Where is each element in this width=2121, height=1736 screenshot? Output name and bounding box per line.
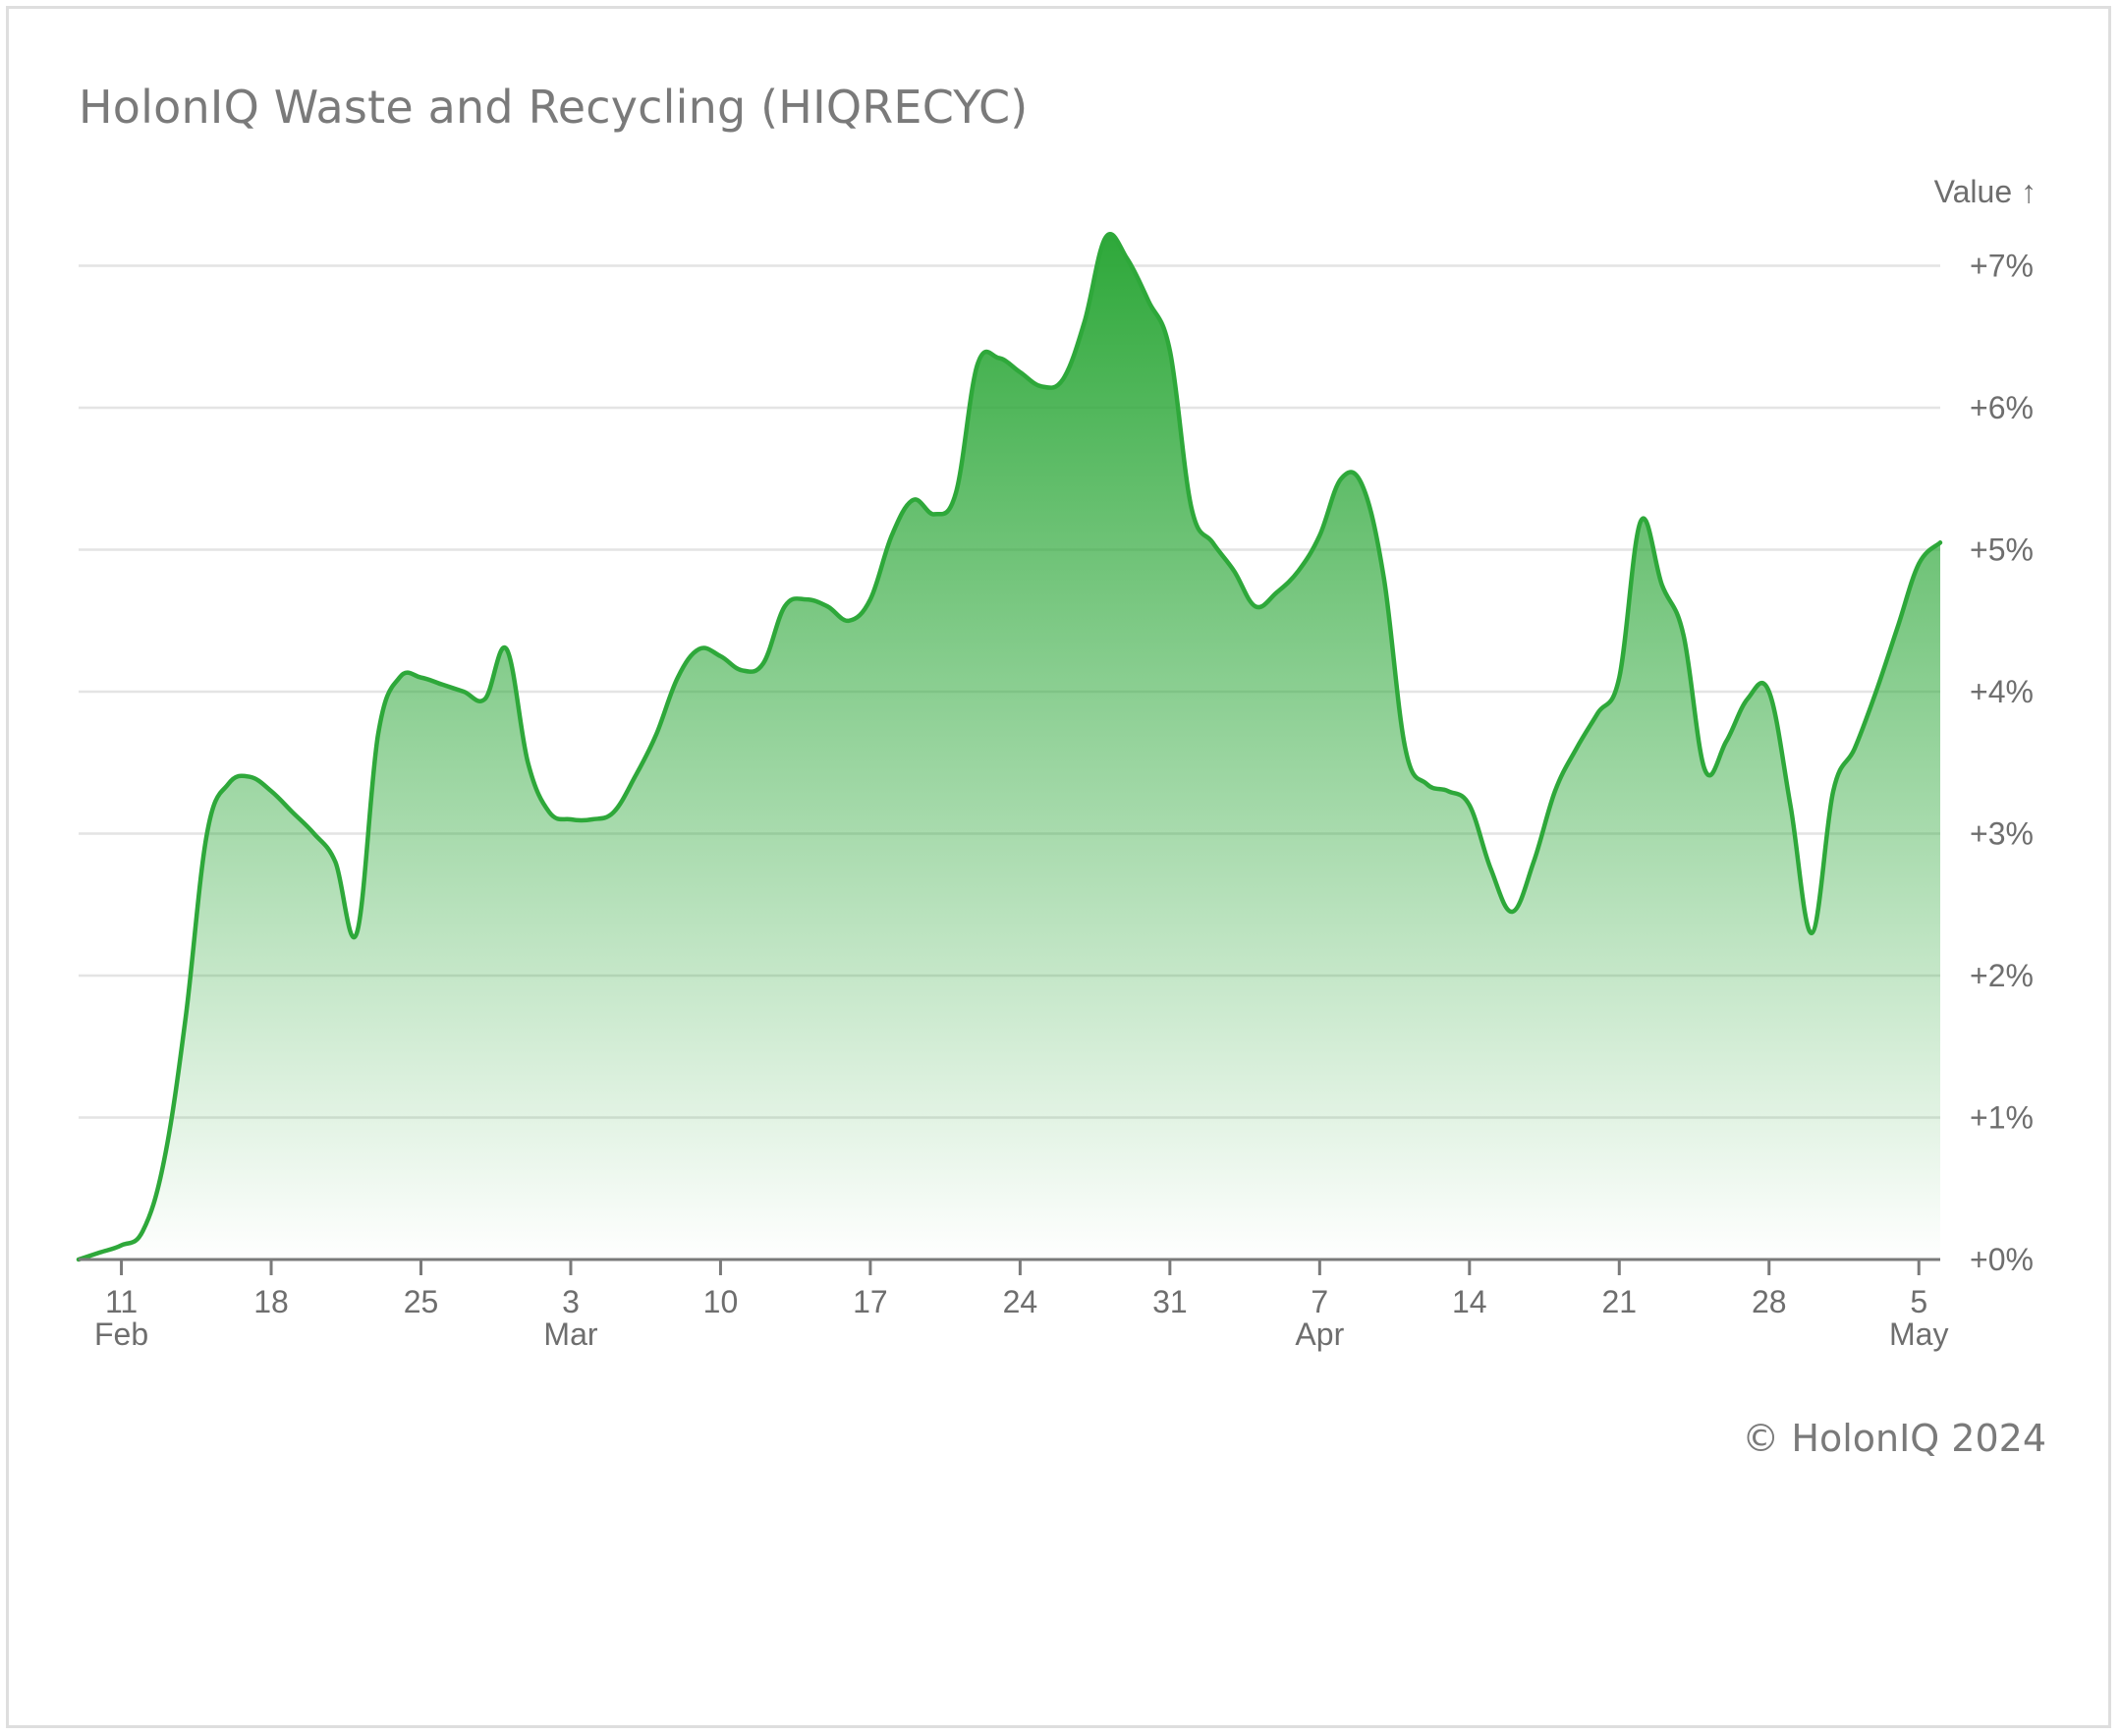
copyright-text: © HolonIQ 2024: [1742, 1417, 2046, 1460]
x-tick-label: 3: [562, 1284, 580, 1319]
y-tick-label: +1%: [1970, 1100, 2034, 1136]
x-tick-label: 24: [1003, 1284, 1038, 1319]
chart-title: HolonIQ Waste and Recycling (HIQRECYC): [79, 81, 1029, 134]
y-tick-label: +3%: [1970, 816, 2034, 852]
x-tick-month-label: May: [1889, 1316, 1948, 1352]
series-line: [76, 232, 1943, 1262]
y-tick-label: +6%: [1970, 390, 2034, 425]
x-tick-label: 14: [1452, 1284, 1487, 1319]
x-tick-label: 10: [703, 1284, 739, 1319]
y-tick-label: +4%: [1970, 674, 2034, 709]
x-tick-month-label: Apr: [1295, 1316, 1344, 1352]
x-tick-label: 31: [1152, 1284, 1188, 1319]
y-tick-label: +2%: [1970, 958, 2034, 993]
x-tick-label: 21: [1601, 1284, 1637, 1319]
x-tick-label: 28: [1752, 1284, 1787, 1319]
x-tick-label: 25: [404, 1284, 439, 1319]
x-tick-month-label: Mar: [543, 1316, 597, 1352]
x-tick-label: 18: [253, 1284, 289, 1319]
y-tick-label: +7%: [1970, 249, 2034, 284]
x-tick-label: 11: [105, 1284, 138, 1319]
y-axis-title: Value ↑: [1934, 174, 2037, 209]
y-tick-label: +5%: [1970, 532, 2034, 568]
area-fill: [79, 234, 1940, 1260]
y-tick-label: +0%: [1970, 1242, 2034, 1277]
x-tick-label: 7: [1311, 1284, 1328, 1319]
x-tick-month-label: Feb: [94, 1316, 148, 1352]
x-tick-label: 17: [853, 1284, 888, 1319]
y-axis-ticks: +0% +1% +2% +3% +4% +5% +6% +7%: [1970, 249, 2034, 1278]
x-tick-label: 5: [1910, 1284, 1927, 1319]
